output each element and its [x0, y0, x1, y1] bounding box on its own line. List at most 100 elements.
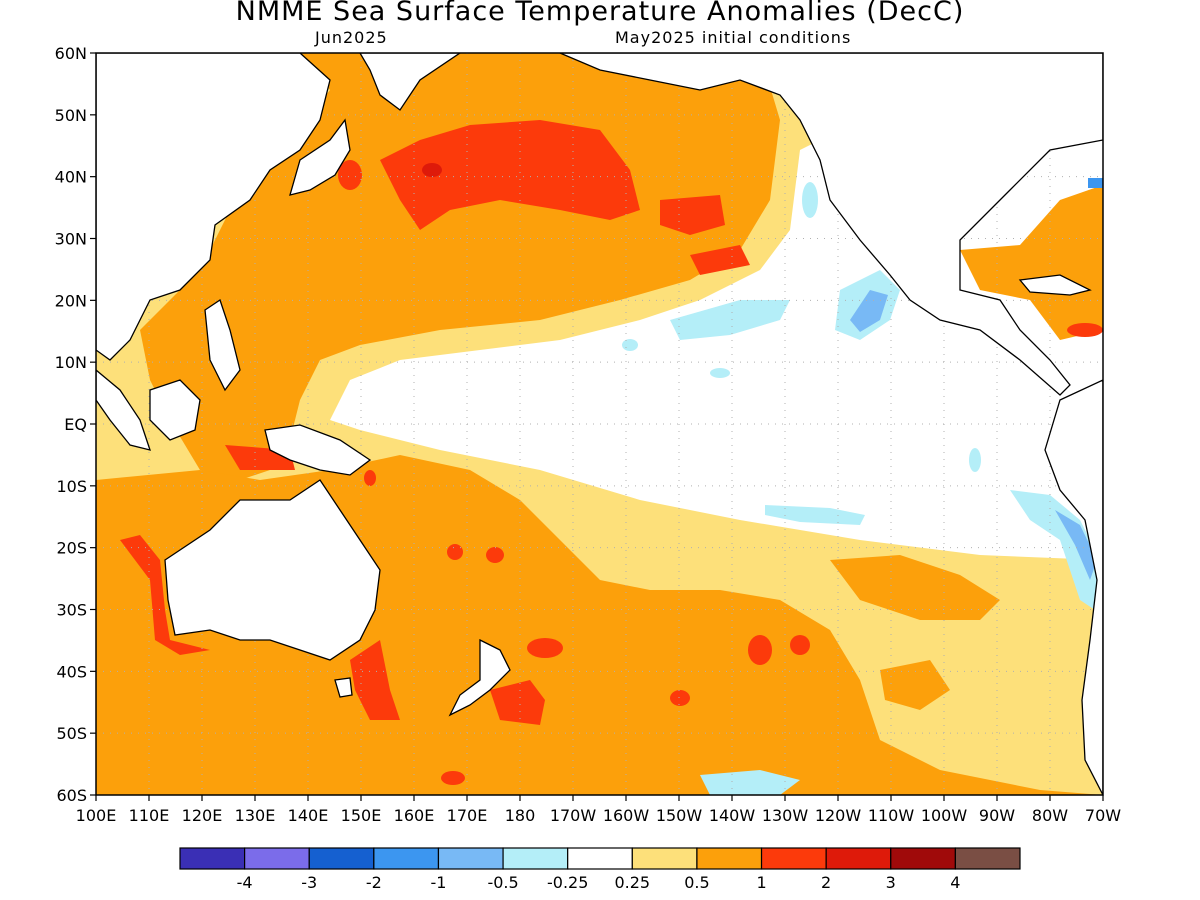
lat-tick-label: EQ	[64, 415, 87, 434]
landmasses	[96, 53, 1103, 795]
landmass-sumatra	[96, 369, 151, 451]
colorbar: -4 -3 -2 -1 -0.5 -0.25 0.25 0.5 1 2 3 4	[179, 847, 1021, 892]
colorbar-swatch	[437, 847, 504, 870]
colorbar-swatch	[502, 847, 569, 870]
lat-tick-label: 30S	[56, 601, 87, 620]
anomaly-blob-strong	[441, 771, 465, 785]
lon-tick-label: 70W	[1085, 806, 1121, 825]
lat-tick-label: 50S	[56, 724, 87, 743]
anomaly-blob-strong	[748, 635, 772, 665]
anomaly-region-strong-north-pacific	[380, 120, 640, 230]
longitude-axis: 100E 110E 120E 130E 140E 150E 160E 170E 180 170W 1…	[76, 795, 1121, 825]
landmass-north-america	[559, 53, 1103, 396]
lon-tick-label: 120W	[815, 806, 862, 825]
colorbar-swatch	[760, 847, 827, 870]
colorbar-label: 2	[821, 873, 831, 892]
landmass-cuba	[1018, 274, 1092, 296]
lon-tick-label: 100E	[76, 806, 117, 825]
colorbar-label: 0.25	[614, 873, 650, 892]
lon-tick-label: 140W	[709, 806, 756, 825]
anomaly-region-cool-south	[765, 505, 865, 525]
landmass-kamchatka	[359, 53, 462, 111]
lat-tick-label: 20N	[55, 291, 87, 310]
lon-tick-label: 180	[505, 806, 536, 825]
anomaly-region-strong-tasman	[350, 640, 400, 720]
landmass-philippines	[204, 298, 241, 392]
colorbar-label: -0.5	[487, 873, 518, 892]
lon-tick-label: 130W	[762, 806, 809, 825]
colorbar-swatch	[696, 847, 763, 870]
anomaly-blob-very-strong	[422, 163, 442, 177]
anomaly-blob-strong	[670, 690, 690, 706]
lon-tick-label: 120E	[182, 806, 223, 825]
landmass-south-america	[1044, 379, 1103, 795]
anomaly-region-moderate-southeast	[830, 555, 1000, 620]
anomaly-blob-strong	[527, 638, 563, 658]
colorbar-swatch	[825, 847, 892, 870]
colorbar-swatch	[373, 847, 440, 870]
lon-tick-label: 140E	[288, 806, 329, 825]
lon-tick-label: 170W	[550, 806, 597, 825]
anomaly-region-cool-peru	[1010, 490, 1100, 610]
lon-tick-label: 160E	[394, 806, 435, 825]
lon-tick-label: 90W	[979, 806, 1015, 825]
colorbar-swatch	[244, 847, 310, 870]
colorbar-label: -0.25	[547, 873, 588, 892]
lat-tick-label: 20S	[56, 539, 87, 558]
colorbar-label: -3	[301, 873, 317, 892]
landmass-australia	[164, 479, 381, 661]
lon-tick-label: 130E	[235, 806, 276, 825]
landmass-new-zealand	[448, 638, 511, 717]
anomaly-blob-strong	[790, 635, 810, 655]
lon-tick-label: 160W	[603, 806, 650, 825]
anomaly-blob-cooler-atlantic	[1088, 178, 1103, 188]
anomaly-region-cooler-baja	[850, 290, 888, 332]
anomaly-blob-strong	[338, 160, 362, 190]
lon-tick-label: 170E	[447, 806, 488, 825]
colorbar-label: -1	[430, 873, 446, 892]
lon-tick-label: 110W	[868, 806, 915, 825]
anomaly-blob-strong	[1067, 323, 1103, 337]
anomaly-region-cool-far-south	[700, 770, 800, 795]
anomaly-region-strong-nz-east	[490, 680, 545, 725]
graticule	[96, 53, 1103, 795]
lat-tick-label: 60N	[55, 44, 87, 63]
colorbar-label: 3	[886, 873, 896, 892]
colorbar-label: -4	[237, 873, 253, 892]
forecast-month: Jun2025	[315, 28, 388, 47]
anomaly-blob-cool	[710, 368, 730, 378]
lat-tick-label: 10N	[55, 353, 87, 372]
landmass-tasmania	[334, 677, 353, 698]
colorbar-swatch	[890, 847, 956, 870]
lat-tick-label: 30N	[55, 230, 87, 249]
anomaly-blob-strong	[486, 547, 504, 563]
lon-tick-label: 80W	[1032, 806, 1068, 825]
colorbar-swatch	[954, 847, 1021, 870]
map-title: NMME Sea Surface Temperature Anomalies (…	[235, 0, 965, 27]
initial-conditions: May2025 initial conditions	[615, 28, 852, 47]
lat-tick-label: 40N	[55, 168, 87, 187]
anomaly-region-strong-west-australia	[120, 535, 210, 655]
anomaly-region-cool-central	[670, 300, 790, 340]
landmass-asia	[96, 53, 331, 361]
colorbar-label: -2	[366, 873, 382, 892]
lat-tick-label: 10S	[56, 477, 87, 496]
anomaly-blob-cool	[622, 339, 638, 351]
landmass-new-guinea	[264, 424, 372, 476]
lon-tick-label: 150E	[341, 806, 382, 825]
colorbar-swatch	[179, 847, 246, 870]
lon-tick-label: 110E	[129, 806, 170, 825]
anomaly-blob-cool	[969, 448, 981, 472]
landmass-borneo	[149, 379, 201, 441]
lat-tick-label: 40S	[56, 662, 87, 681]
lon-tick-label: 150W	[656, 806, 703, 825]
colorbar-swatch	[631, 847, 698, 870]
colorbar-swatch	[308, 847, 375, 870]
colorbar-label: 0.5	[684, 873, 709, 892]
colorbar-label: 1	[756, 873, 766, 892]
anomaly-region-strong-ne-pacific-2	[690, 245, 750, 275]
anomaly-blob-strong	[364, 470, 376, 486]
lat-tick-label: 60S	[56, 786, 87, 805]
latitude-axis: 60N 50N 40N 30N 20N 10N EQ 10S 20S 30S 40S 50S 60S	[55, 44, 96, 805]
